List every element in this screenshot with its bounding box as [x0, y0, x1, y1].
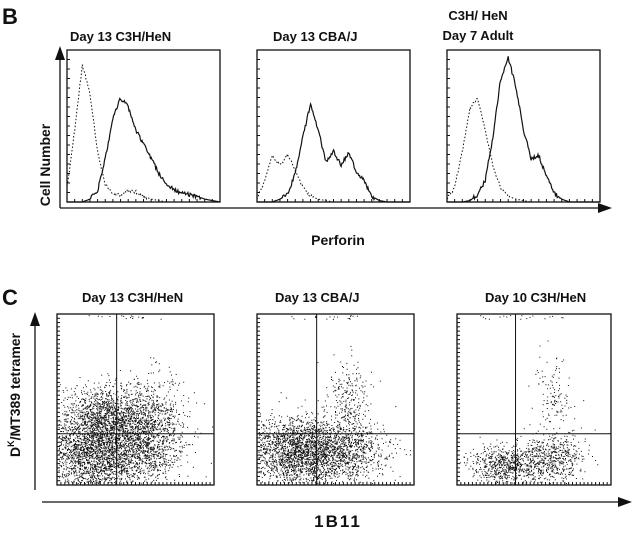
- histogram-dotted-line: [446, 98, 600, 203]
- histogram-solid-line: [67, 97, 221, 203]
- panel-b-y-label: Cell Number: [37, 123, 53, 206]
- dotplot-day10-c3h: [456, 313, 612, 486]
- histogram-day13-c3h: [66, 49, 221, 203]
- panel-b-x-label: Perforin: [311, 232, 365, 248]
- panel-b-axis-arrows: [55, 46, 612, 213]
- dotplot-day13-c3h: [56, 313, 215, 486]
- y-label-d: D: [7, 447, 23, 457]
- histogram-frame: [66, 49, 221, 203]
- dotplot-frame: [456, 313, 612, 486]
- histogram-day13-cba: [256, 49, 411, 203]
- dot-3-title: Day 10 C3H/HeN: [485, 290, 586, 305]
- dotplot-day13-cba: [256, 313, 415, 486]
- panel-c-y-arrowhead: [30, 312, 40, 326]
- hist-3-title-line1: C3H/ HeN: [448, 8, 507, 23]
- panel-b-y-arrowhead: [55, 46, 65, 60]
- hist-2-title: Day 13 CBA/J: [273, 29, 358, 44]
- dotplot-events: [58, 315, 213, 485]
- panel-c-x-label: 1B11: [314, 512, 362, 531]
- dotplot-events: [459, 315, 599, 485]
- hist-1-title: Day 13 C3H/HeN: [70, 29, 171, 44]
- panel-c-y-label: DK/MT389 tetramer: [6, 332, 23, 457]
- panel-b-letter: B: [2, 4, 18, 29]
- dotplot-events: [258, 315, 412, 485]
- panel-c-axis-arrows: [30, 312, 632, 507]
- histogram-solid-line: [447, 56, 600, 203]
- dot-1-title: Day 13 C3H/HeN: [82, 290, 183, 305]
- histogram-frame: [446, 49, 601, 203]
- panel-c-x-arrowhead: [618, 497, 632, 507]
- histogram-dotted-line: [256, 151, 410, 203]
- dot-2-title: Day 13 CBA/J: [275, 290, 360, 305]
- y-label-rest: /MT389 tetramer: [7, 332, 23, 440]
- histogram-solid-line: [257, 101, 410, 203]
- panel-c-letter: C: [2, 285, 18, 310]
- panel-b-x-arrowhead: [598, 203, 612, 213]
- hist-3-title-line2: Day 7 Adult: [442, 28, 514, 43]
- histogram-dotted-line: [66, 64, 220, 203]
- histogram-day7-adult: [446, 49, 601, 203]
- y-label-sup: K: [6, 440, 16, 447]
- histogram-frame: [256, 49, 411, 203]
